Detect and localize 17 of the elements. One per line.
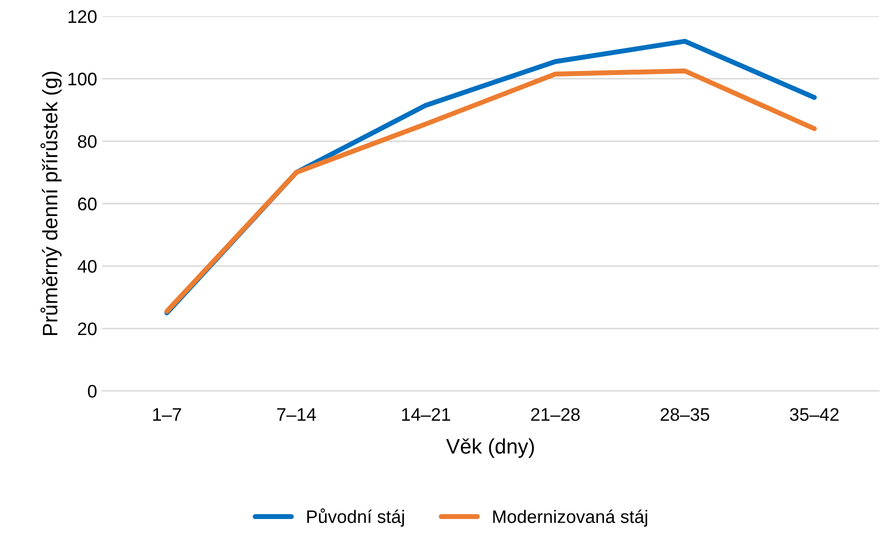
y-axis-title: Průměrný denní přírůstek (g) xyxy=(40,72,62,336)
y-tick-label: 80 xyxy=(78,135,97,148)
x-tick-label: 14–21 xyxy=(402,408,450,421)
y-tick-label: 40 xyxy=(78,260,97,273)
y-tick-label: 120 xyxy=(68,10,97,24)
x-tick-label: 1–7 xyxy=(153,408,182,421)
legend-label: Původní stáj xyxy=(307,508,404,527)
x-tick-label: 21–28 xyxy=(531,408,580,421)
x-tick-label: 7–14 xyxy=(277,408,316,421)
x-tick-label: 35–42 xyxy=(790,408,839,421)
x-tick-label: 28–35 xyxy=(660,408,710,421)
x-axis-title: Věk (dny) xyxy=(446,438,534,458)
y-tick-label: 100 xyxy=(68,72,97,86)
legend-label: Modernizovaná stáj xyxy=(493,510,648,527)
y-tick-label: 60 xyxy=(78,198,97,210)
y-tick-label: 0 xyxy=(88,384,97,398)
y-tick-label: 20 xyxy=(78,322,97,336)
